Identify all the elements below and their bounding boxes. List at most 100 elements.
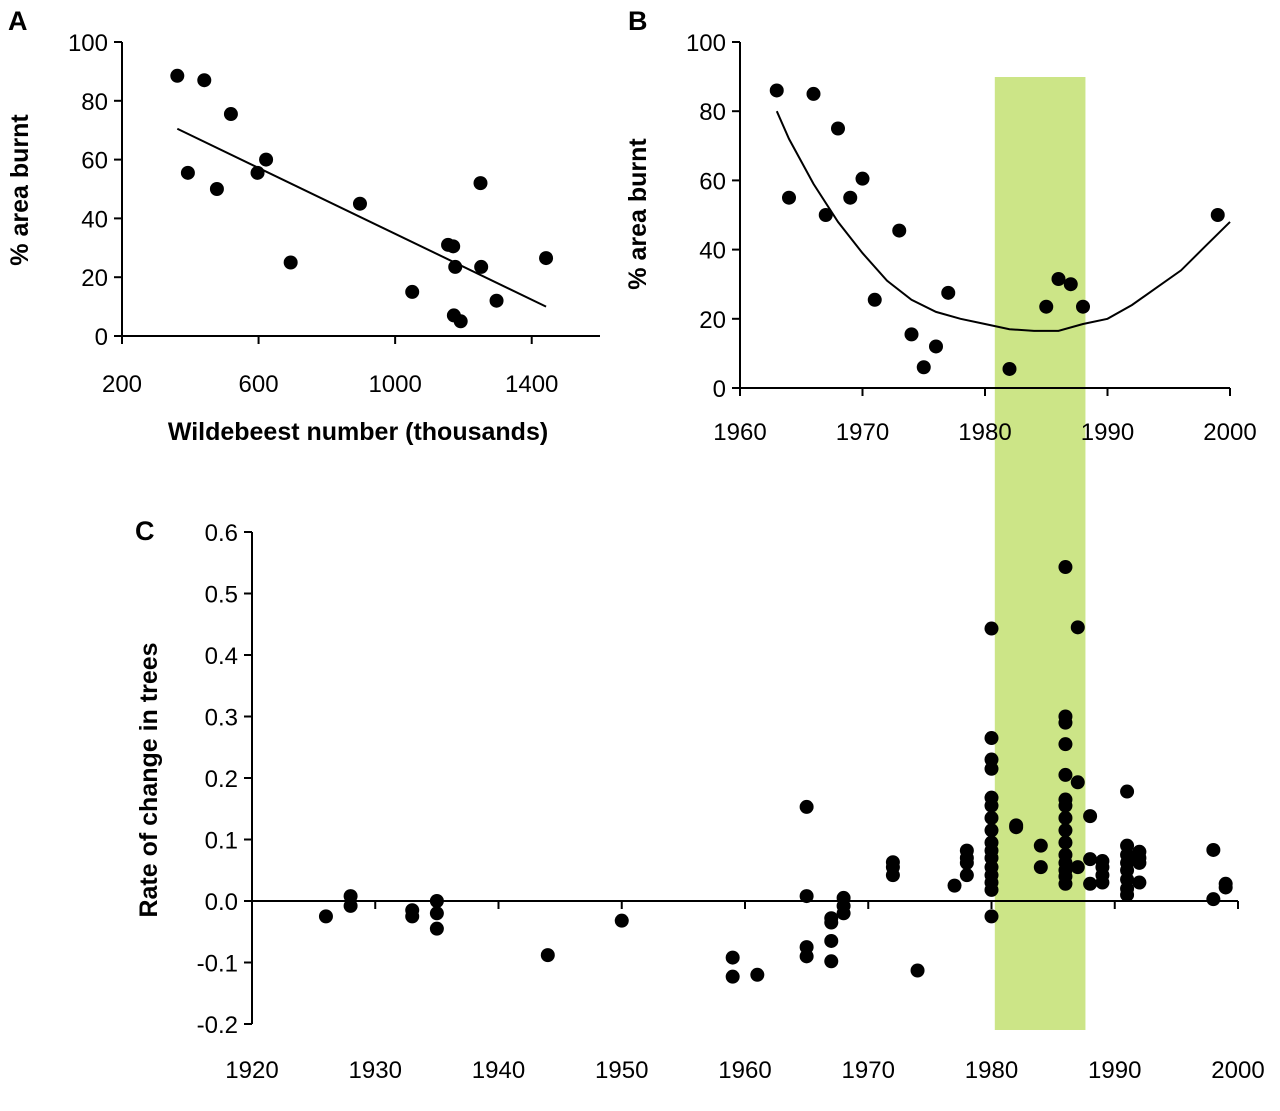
data-point (799, 889, 814, 904)
panel-a-y-axis-title: % area burnt (6, 114, 34, 266)
data-point (929, 339, 943, 354)
data-point (1132, 875, 1147, 890)
data-point (1058, 715, 1073, 730)
x-tick-label: 1930 (349, 1057, 402, 1084)
x-tick-label: 1990 (1081, 419, 1134, 446)
data-point (769, 83, 784, 98)
data-point (1210, 208, 1225, 222)
x-tick-label: 1920 (225, 1057, 278, 1084)
x-tick-label: 1990 (1088, 1057, 1141, 1084)
data-point (283, 255, 298, 270)
y-tick-label: 0.6 (205, 520, 238, 547)
y-tick-label: 60 (81, 148, 108, 175)
data-point (799, 799, 814, 814)
data-point (725, 969, 740, 984)
data-point (1051, 272, 1066, 287)
panel-b: B % area burnt 0 20 40 60 80 100 1960 1970 1980 1… (624, 6, 1257, 446)
data-point (1218, 880, 1233, 895)
x-tick-label: 1400 (505, 371, 558, 398)
y-tick-label: 0 (95, 324, 108, 351)
data-point (1058, 823, 1073, 838)
y-tick-label: 80 (699, 99, 726, 126)
data-point (984, 810, 999, 825)
x-tick-label: 600 (239, 371, 279, 398)
panel-c-plot: -0.2 -0.1 0.0 0.1 0.2 0.3 0.4 0.5 0.6 1920 1930 194… (197, 520, 1265, 1084)
x-tick-label: 2000 (1203, 419, 1256, 446)
data-point (824, 915, 839, 930)
panel-b-y-axis-title: % area burnt (624, 138, 652, 290)
y-tick-label: 20 (699, 307, 726, 334)
data-point (343, 898, 358, 913)
data-point (1033, 860, 1048, 875)
panel-c-letter: C (135, 516, 155, 546)
data-point (750, 967, 765, 982)
data-point (1058, 560, 1073, 575)
data-point (806, 86, 821, 101)
data-point (824, 933, 839, 948)
data-point (941, 285, 956, 300)
y-tick-label: 0.1 (205, 828, 238, 855)
data-point (539, 251, 554, 266)
data-point (799, 949, 814, 964)
x-tick-label: 1970 (836, 419, 889, 446)
highlight-band (994, 77, 1086, 1030)
data-point (959, 868, 974, 883)
data-point (824, 954, 839, 969)
data-point (1083, 876, 1098, 891)
y-tick-label: 20 (81, 265, 108, 292)
data-point (818, 208, 833, 222)
data-point (343, 889, 358, 904)
data-point (614, 913, 629, 928)
x-tick-label: 1940 (472, 1057, 525, 1084)
x-tick-label: 1960 (713, 419, 766, 446)
x-tick-label: 1950 (595, 1057, 648, 1084)
y-tick-label: 40 (81, 206, 108, 233)
data-point (1058, 876, 1073, 891)
data-point (1083, 852, 1098, 867)
data-point (540, 948, 555, 963)
y-tick-label: 60 (699, 168, 726, 195)
x-tick-label: 2000 (1211, 1057, 1264, 1084)
data-point (1058, 810, 1073, 825)
panel-a-letter: A (8, 6, 28, 36)
x-tick-label: 1000 (368, 371, 421, 398)
data-point (1039, 299, 1054, 314)
fit-curve (775, 110, 1231, 332)
panel-a-plot: 0 20 40 60 80 100 200 600 1000 1400 (68, 30, 600, 398)
data-point (855, 171, 870, 186)
data-point (984, 621, 999, 636)
data-point (984, 731, 999, 746)
data-point (1002, 361, 1017, 376)
data-point (170, 68, 185, 83)
data-point (1070, 775, 1085, 790)
panel-c: C Rate of change in trees -0.2 -0.1 0.0 0.1… (135, 516, 1265, 1084)
y-tick-label: 0.5 (205, 582, 238, 609)
data-point (984, 761, 999, 776)
data-point (197, 73, 212, 88)
data-point (180, 165, 195, 180)
panel-b-letter: B (628, 6, 648, 36)
data-point (984, 823, 999, 838)
data-point (1206, 892, 1221, 907)
data-point (223, 107, 238, 122)
data-point (1095, 875, 1110, 890)
x-tick-label: 200 (102, 371, 142, 398)
data-point (836, 906, 851, 921)
data-point (474, 259, 489, 274)
data-point (725, 950, 740, 965)
data-point (1083, 809, 1098, 824)
data-point (867, 292, 882, 307)
y-tick-label: 0.0 (205, 889, 238, 916)
data-point (259, 152, 274, 167)
data-point (831, 121, 845, 136)
data-point (782, 190, 796, 205)
data-point (1009, 820, 1024, 835)
data-point (1058, 798, 1073, 813)
data-point (1206, 842, 1221, 857)
data-point (1063, 277, 1078, 292)
data-point (429, 921, 444, 936)
y-tick-label: 100 (686, 30, 726, 57)
data-point (843, 190, 858, 205)
data-point (473, 176, 488, 191)
